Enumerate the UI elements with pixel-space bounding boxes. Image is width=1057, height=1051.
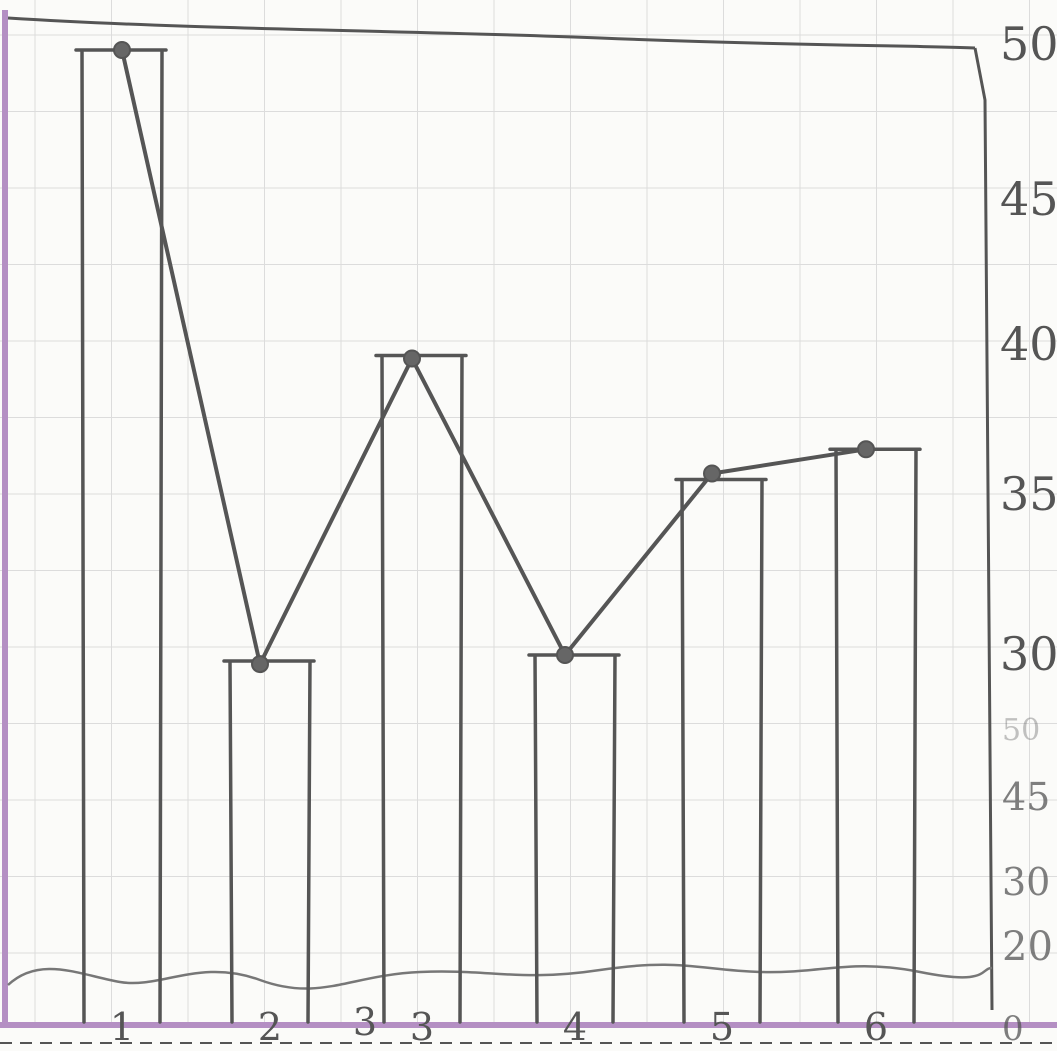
- line-point: [703, 464, 721, 483]
- y-tick-label-faded: 20: [1002, 924, 1053, 970]
- x-tick-label-extra: 3: [353, 1000, 377, 1044]
- line-point: [857, 440, 875, 459]
- line-point: [403, 349, 421, 368]
- x-tick-label: 5: [710, 1005, 734, 1049]
- bar: [828, 447, 922, 1024]
- y-tick-label: 35: [1000, 467, 1057, 521]
- x-tick-label: 6: [864, 1005, 888, 1049]
- y-tick-label-faded: 30: [1002, 860, 1050, 904]
- y-tick-label-faded: 45: [1002, 775, 1050, 819]
- x-tick-label: 3: [410, 1005, 434, 1049]
- x-axis-ticks: 1 2 3 4 5 6 3: [110, 1000, 888, 1049]
- y-tick-label: 45: [1000, 172, 1057, 226]
- right-frame-line: [973, 47, 994, 1011]
- series-line: [120, 49, 867, 667]
- y-tick-label: 40: [1000, 317, 1057, 371]
- x-tick-label: 4: [563, 1005, 587, 1049]
- line-point: [556, 646, 574, 664]
- wavy-baseline: [7, 963, 993, 990]
- y-axis-ticks: 50 45 40 35 30 50 45 30 20 0: [1000, 17, 1057, 1049]
- bar: [527, 653, 621, 1024]
- line-point: [251, 655, 269, 674]
- y-tick-label-faded: 50: [1002, 713, 1040, 748]
- grid-lines: [0, 0, 1057, 1025]
- bar: [674, 477, 768, 1024]
- line-series: [113, 41, 875, 674]
- y-tick-label: 30: [1000, 627, 1057, 681]
- y-tick-label: 50: [1000, 17, 1057, 71]
- line-point: [113, 41, 131, 59]
- bar: [374, 353, 468, 1024]
- top-frame-line: [7, 16, 976, 50]
- bar: [222, 659, 316, 1024]
- x-tick-label: 2: [258, 1005, 282, 1049]
- x-tick-label: 1: [110, 1005, 134, 1049]
- y-tick-label-faded: 0: [1002, 1009, 1024, 1049]
